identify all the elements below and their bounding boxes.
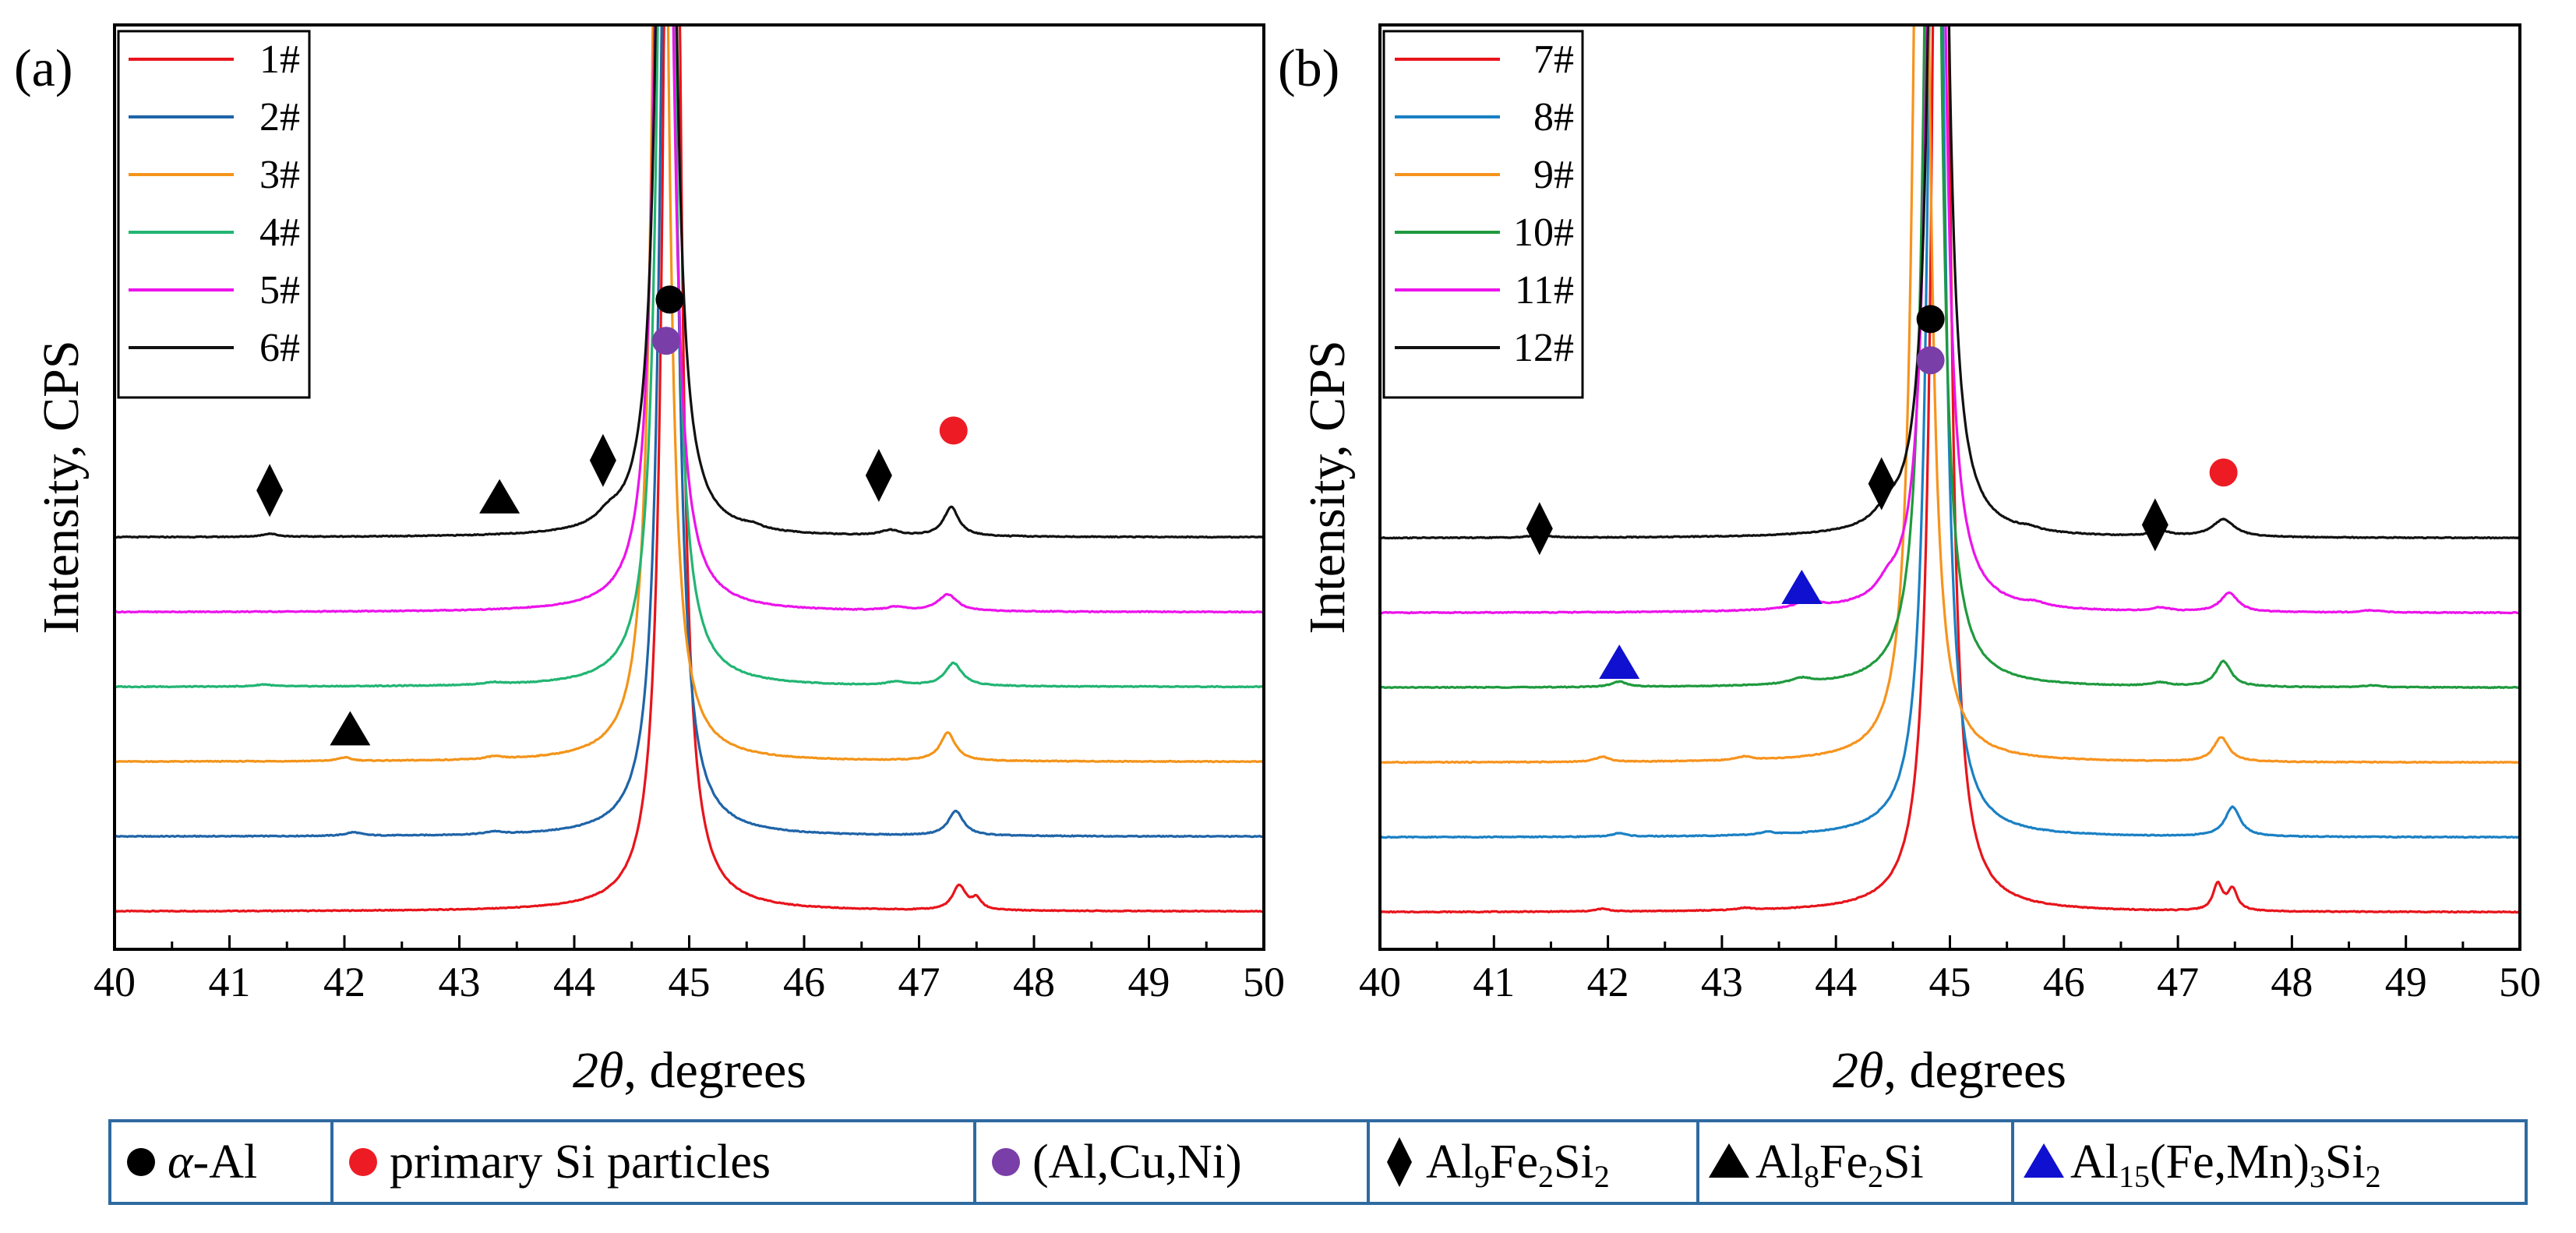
phase-marker-triangle: [330, 711, 371, 746]
series-line-9#: [1380, 25, 2520, 765]
x-tick-label: 41: [1473, 959, 1515, 1005]
phase-marker-diamond: [256, 464, 284, 518]
legend-label-7#: 7#: [1533, 37, 1574, 82]
curves-group: [115, 25, 1264, 913]
series-line-1#: [115, 25, 1264, 913]
x-axis-label-italic: 2θ: [573, 1042, 623, 1099]
x-tick-label: 40: [94, 959, 136, 1005]
phase-marker-diamond: [2141, 498, 2168, 552]
x-tick-label: 46: [783, 959, 825, 1005]
legend-label-9#: 9#: [1533, 153, 1574, 197]
legend-label-8#: 8#: [1533, 95, 1574, 140]
phase-legend-circle-icon: [349, 1148, 377, 1176]
x-tick-label: 44: [1815, 959, 1857, 1005]
phase-marker-circle: [1916, 346, 1945, 375]
x-tick-label: 45: [669, 959, 711, 1005]
legend-label-1#: 1#: [259, 37, 300, 82]
series-line-5#: [115, 25, 1264, 614]
legend-label-11#: 11#: [1515, 268, 1574, 313]
phase-marker-diamond: [589, 433, 616, 487]
x-axis-label-rest: , degrees: [1883, 1042, 2066, 1099]
phase-legend-label: Al8Fe2Si: [1756, 1136, 1924, 1194]
curves-group: [1380, 25, 2520, 914]
panel-label-a: (a): [14, 38, 72, 97]
phase-markers-group: [1526, 305, 2238, 679]
series-legend-box: [1382, 30, 1584, 399]
legend-label-12#: 12#: [1513, 326, 1574, 370]
x-tick-label: 40: [1359, 959, 1401, 1005]
phase-legend-frame: [108, 1119, 2528, 1205]
series-line-8#: [1380, 25, 2520, 839]
x-tick-label: 50: [1243, 959, 1285, 1005]
phase-marker-diamond: [1526, 502, 1553, 556]
phase-marker-triangle: [1599, 645, 1640, 679]
phase-marker-triangle: [479, 479, 520, 514]
phase-legend-triangle-icon: [2024, 1143, 2064, 1178]
series-line-10#: [1380, 25, 2520, 690]
legend-label-3#: 3#: [259, 153, 300, 197]
x-axis-label-rest: , degrees: [623, 1042, 806, 1099]
panel-b: 40 41 42 43 44 45 46 47 48 49 50 7# 8# 9# 10# 11# 12# (…: [1278, 23, 2541, 1099]
x-tick-label: 43: [439, 959, 481, 1005]
series-line-12#: [1380, 25, 2520, 540]
x-tick-label: 47: [2157, 959, 2199, 1005]
x-tick-label: 48: [2271, 959, 2313, 1005]
panel-a: 40 41 42 43 44 45 46 47 48 49 50 1#2#3#4#5#6# (a) …: [14, 23, 1285, 1099]
phase-legend-circle-icon: [127, 1148, 155, 1176]
x-ticks-group: 40 41 42 43 44 45 46 47 48 49 50: [1359, 935, 2541, 1005]
phase-legend-label: primary Si particles: [390, 1136, 771, 1189]
phase-marker-circle: [655, 285, 684, 314]
x-tick-label: 48: [1013, 959, 1055, 1005]
x-tick-label: 47: [898, 959, 940, 1005]
legend-label-6#: 6#: [259, 326, 300, 370]
x-tick-label: 45: [1929, 959, 1971, 1005]
x-axis-label-a: 2θ, degrees: [573, 1042, 806, 1099]
y-axis-label-a: Intensity, CPS: [33, 340, 90, 634]
series-line-3#: [115, 25, 1264, 764]
y-axis-label-b: Intensity, CPS: [1299, 340, 1356, 634]
x-tick-label: 44: [553, 959, 595, 1005]
phase-marker-diamond: [1868, 457, 1895, 511]
phase-legend-label: Al9Fe2Si2: [1426, 1136, 1610, 1194]
phase-marker-circle: [2209, 458, 2238, 487]
phase-legend: α-Al primary Si particles (Al,Cu,Ni) Al9Fe2…: [108, 1119, 2528, 1205]
phase-legend-label: Al15(Fe,Mn)3Si2: [2070, 1136, 2381, 1194]
phase-legend-label: (Al,Cu,Ni): [1032, 1136, 1242, 1189]
series-legend-box: [117, 30, 311, 399]
series-line-11#: [1380, 25, 2520, 615]
x-tick-label: 41: [209, 959, 251, 1005]
phase-legend-label: α-Al: [168, 1136, 257, 1189]
x-tick-label: 46: [2043, 959, 2085, 1005]
legend-label-10#: 10#: [1513, 210, 1574, 255]
x-tick-label: 43: [1701, 959, 1743, 1005]
x-tick-label: 42: [323, 959, 365, 1005]
phase-marker-circle: [1916, 305, 1945, 334]
phase-markers-group: [256, 285, 968, 746]
phase-marker-circle: [939, 416, 968, 445]
legend-label-4#: 4#: [259, 210, 300, 255]
legend-label-5#: 5#: [259, 268, 300, 313]
phase-marker-triangle: [1781, 570, 1823, 604]
x-tick-label: 42: [1587, 959, 1629, 1005]
x-axis-label-italic: 2θ: [1833, 1042, 1883, 1099]
x-tick-label: 49: [2385, 959, 2427, 1005]
phase-legend-diamond-icon: [1387, 1137, 1412, 1187]
x-tick-label: 49: [1128, 959, 1170, 1005]
phase-legend-circle-icon: [992, 1148, 1020, 1176]
series-legend: 7# 8# 9# 10# 11# 12#: [1382, 30, 1584, 399]
panel-label-b: (b): [1278, 38, 1339, 97]
phase-marker-diamond: [865, 449, 892, 502]
series-line-6#: [115, 25, 1264, 539]
x-axis-label-b: 2θ, degrees: [1833, 1042, 2066, 1099]
phase-legend-triangle-icon: [1709, 1143, 1749, 1178]
phase-marker-circle: [652, 327, 680, 355]
series-line-4#: [115, 25, 1264, 689]
series-line-7#: [1380, 25, 2520, 914]
x-ticks-group: 40 41 42 43 44 45 46 47 48 49 50: [94, 935, 1285, 1005]
x-tick-label: 50: [2499, 959, 2541, 1005]
legend-label-2#: 2#: [259, 95, 300, 140]
series-legend: 1# 2# 3# 4# 5# 6#: [117, 30, 311, 399]
